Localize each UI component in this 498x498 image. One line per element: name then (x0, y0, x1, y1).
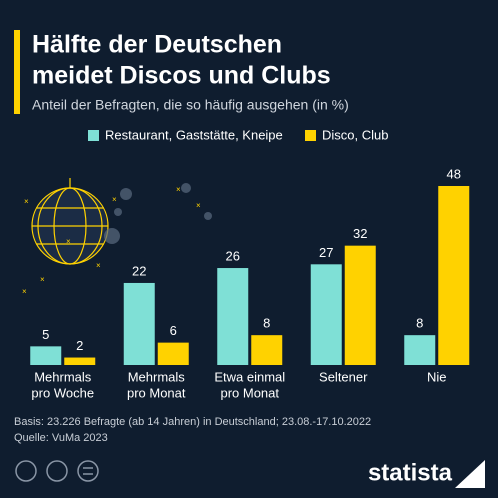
value-label: 8 (263, 316, 270, 331)
x-tick-label: Nie (427, 369, 447, 384)
value-label: 2 (76, 338, 83, 353)
bar (438, 186, 470, 365)
x-tick-label: Mehrmals (128, 369, 186, 384)
value-label: 26 (226, 248, 240, 263)
bar (64, 357, 96, 365)
accent-bar (14, 30, 20, 114)
bar (251, 335, 283, 365)
x-tick-label: pro Monat (220, 385, 279, 400)
brand: statista (368, 459, 453, 486)
logo-mark (455, 460, 485, 488)
x-tick-label: Etwa einmal (214, 369, 285, 384)
x-tick-label: Mehrmals (34, 369, 92, 384)
x-tick-label: Seltener (319, 369, 368, 384)
legend-swatch (88, 130, 99, 141)
bar (404, 335, 436, 365)
subtitle: Anteil der Befragten, die so häufig ausg… (32, 97, 349, 113)
decoration (104, 183, 212, 244)
svg-text:×: × (24, 197, 29, 206)
bar (310, 264, 342, 365)
value-label: 32 (353, 226, 367, 241)
x-tick-label: pro Monat (127, 385, 186, 400)
legend-label: Disco, Club (322, 127, 388, 142)
value-label: 5 (42, 327, 49, 342)
svg-text:×: × (96, 261, 101, 270)
x-tick-label: pro Woche (31, 385, 94, 400)
bar (30, 346, 62, 365)
bar (344, 245, 376, 365)
bar (217, 268, 249, 365)
legend-swatch (305, 130, 316, 141)
value-label: 27 (319, 245, 333, 260)
svg-text:×: × (196, 201, 201, 210)
value-label: 8 (416, 316, 423, 331)
legend-label: Restaurant, Gaststätte, Kneipe (105, 127, 283, 142)
value-label: 48 (447, 166, 461, 181)
svg-text:×: × (112, 195, 117, 204)
footnote: Basis: 23.226 Befragte (ab 14 Jahren) in… (14, 416, 371, 428)
svg-text:×: × (176, 185, 181, 194)
svg-text:×: × (40, 275, 45, 284)
svg-text:×: × (66, 237, 71, 246)
value-label: 6 (170, 323, 177, 338)
title-line: meidet Discos und Clubs (32, 62, 331, 90)
decoration: × × × × × × × × (22, 185, 201, 296)
value-label: 22 (132, 263, 146, 278)
disco-ball (31, 178, 109, 265)
license-icons (15, 460, 99, 482)
svg-text:×: × (22, 287, 27, 296)
source: Quelle: VuMa 2023 (14, 432, 108, 444)
bar (123, 282, 155, 365)
title-line: Hälfte der Deutschen (32, 31, 282, 59)
bar (157, 342, 189, 365)
